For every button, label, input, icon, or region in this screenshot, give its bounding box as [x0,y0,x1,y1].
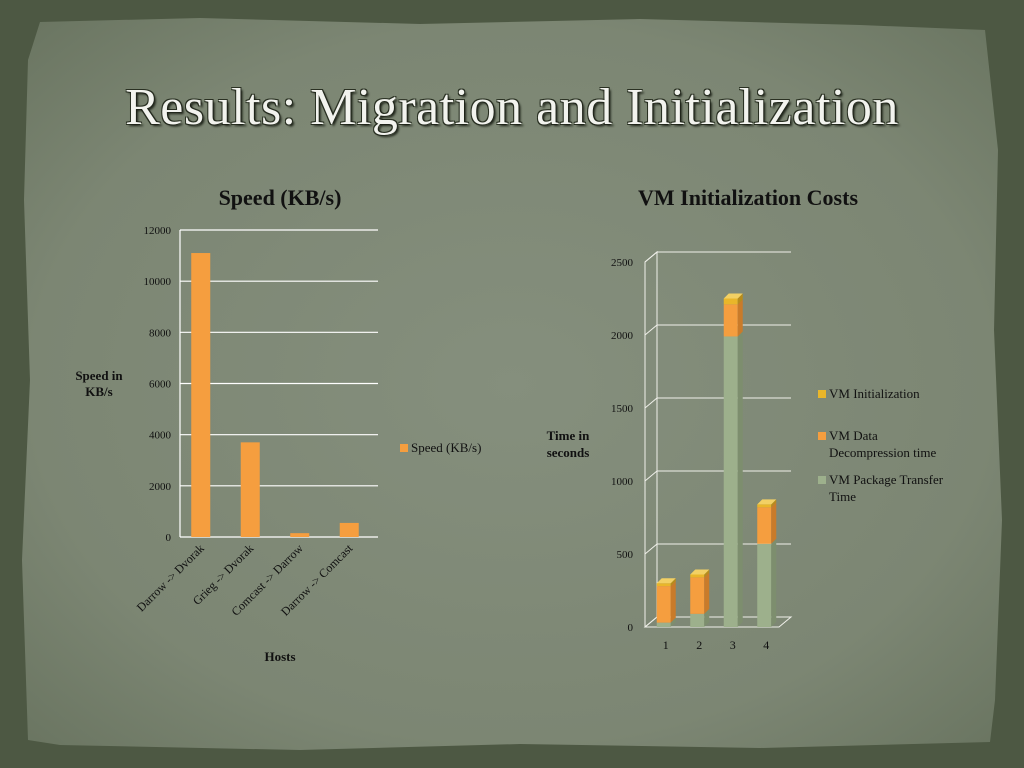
legend-label: Time [829,489,856,504]
x-tick-label: 4 [763,638,769,652]
bar-segment [757,504,772,508]
bar-top [656,578,676,584]
legend-swatch [818,476,826,484]
legend: Speed (KB/s) [400,440,481,455]
y-tick-label: 0 [166,532,172,544]
legend: VM Initialization VM Data Decompression ti… [818,386,944,504]
y-tick-label: 2000 [611,330,634,342]
bar-segment-side [704,572,710,614]
bar-segment-side [670,581,676,623]
legend-swatch [818,390,826,398]
bar-segment-side [737,299,743,337]
legend-label: VM Package Transfer [829,472,944,487]
bar [339,522,359,537]
bar [290,533,310,537]
y-axis-title-line1: Speed in [75,368,123,383]
bar-segment-side [670,617,676,627]
bar-segment-side [704,608,710,627]
x-tick-label: 2 [696,638,702,652]
y-tick-label: 2000 [149,481,172,493]
legend-label: Decompression time [829,445,936,460]
bar-segment-side [737,293,743,305]
y-tick-label: 8000 [149,327,172,339]
chart-title: VM Initialization Costs [638,185,858,210]
legend-swatch [818,432,826,440]
legend-label: VM Data [829,428,878,443]
legend-label: Speed (KB/s) [411,440,481,455]
x-axis-title: Hosts [264,649,295,664]
bar-top [723,293,743,299]
y-tick-label: 6000 [149,379,172,391]
y-tick-label: 4000 [149,430,172,442]
chart-title: Speed (KB/s) [219,185,342,210]
bar-segment [690,574,705,578]
bar-segment [723,298,738,305]
bar-top [757,499,777,505]
bar-segment [757,507,772,544]
bar-segment [690,613,705,627]
x-tick-label: 3 [730,638,736,652]
bar [191,253,211,537]
y-tick-label: 0 [628,622,634,634]
y-tick-label: 2500 [611,257,634,269]
bar-segment-side [771,502,777,544]
slide-title: Results: Migration and Initialization [125,79,899,136]
legend-swatch [400,444,408,452]
bar-segment-side [771,499,777,508]
bar-segment [656,583,671,587]
gridline [644,470,791,482]
x-tick-label: 1 [663,638,669,652]
y-tick-label: 10000 [144,276,172,288]
bar-segment [690,577,705,614]
bar-segment-side [737,331,743,627]
bar [240,442,260,537]
y-axis-title-line1: Time in [547,428,591,443]
bar-segment-side [704,569,710,578]
bar-segment [757,543,772,627]
y-tick-label: 500 [617,549,634,561]
legend-label: VM Initialization [829,386,920,401]
bar-segment [723,336,738,627]
paper-panel [22,18,1002,750]
y-axis-title-line2: seconds [547,445,590,460]
bar-segment [656,622,671,627]
y-tick-label: 12000 [144,225,172,237]
gridline [644,251,791,263]
bar-segment [723,304,738,337]
gridline [644,324,791,336]
gridline [644,397,791,409]
axis-wall [644,250,658,627]
bar-segment-side [771,538,777,627]
bar-segment [656,586,671,623]
bar-top [690,569,710,575]
y-tick-label: 1500 [611,403,634,415]
y-axis-title-line2: KB/s [85,384,112,399]
y-tick-label: 1000 [611,476,634,488]
bar-segment-side [670,578,676,587]
